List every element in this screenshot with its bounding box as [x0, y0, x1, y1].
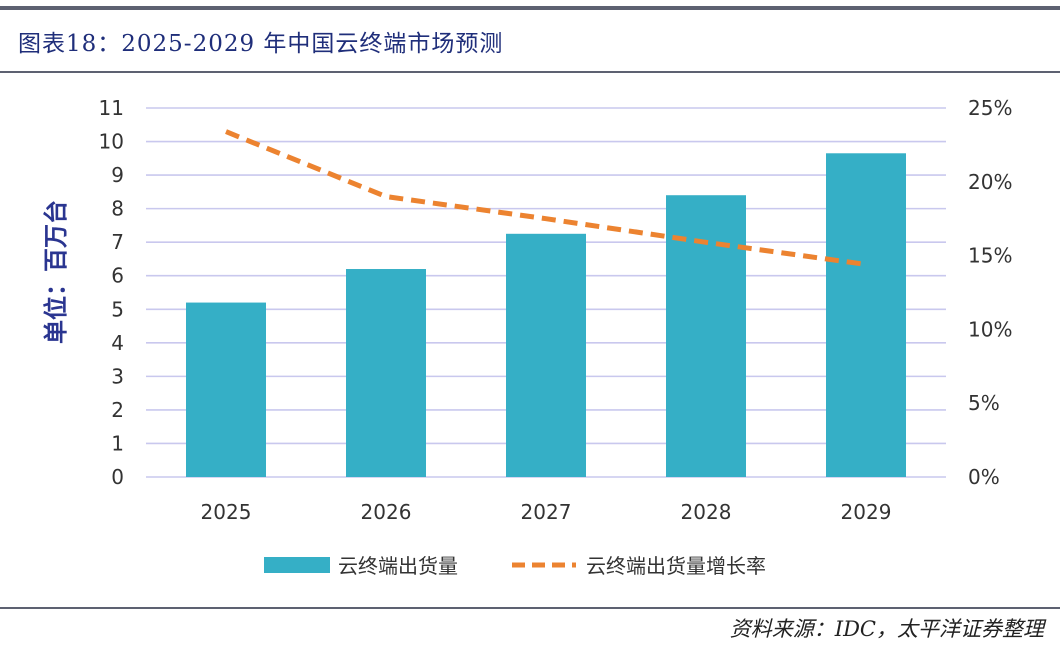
y2-tick-label: 0%: [968, 465, 1000, 489]
y-axis-label: 单位：百万台: [42, 200, 70, 344]
line-series: [225, 129, 867, 267]
source-note: 资料来源：IDC，太平洋证券整理: [729, 617, 1044, 641]
y-tick-label: 2: [111, 398, 124, 422]
top-rule: [0, 6, 1060, 10]
y-tick-label: 4: [111, 331, 124, 355]
y-tick-label: 0: [111, 465, 124, 489]
x-tick-label: 2027: [521, 500, 572, 524]
legend-line-label: 云终端出货量增长率: [586, 554, 766, 578]
chart: 0 1 2 3 4 5 6 7 8 9 10 11 0% 5% 10% 15% 20% 25% 2025 2026…: [42, 96, 1012, 578]
y2-tick-label: 20%: [968, 170, 1012, 194]
y2-tick-label: 5%: [968, 391, 1000, 415]
legend: 云终端出货量 云终端出货量增长率: [264, 554, 766, 578]
figure-title: 图表18：2025-2029 年中国云终端市场预测: [18, 31, 504, 57]
left-axis-ticks: 0 1 2 3 4 5 6 7 8 9 10 11: [99, 96, 124, 489]
y2-tick-label: 15%: [968, 244, 1012, 268]
x-tick-label: 2025: [201, 500, 252, 524]
bar-2025: [186, 302, 266, 477]
y-tick-label: 9: [111, 163, 124, 187]
x-tick-label: 2028: [681, 500, 732, 524]
right-axis-ticks: 0% 5% 10% 15% 20% 25%: [968, 96, 1012, 489]
title-rule: [0, 71, 1060, 73]
y2-tick-label: 10%: [968, 317, 1012, 341]
x-tick-label: 2026: [361, 500, 412, 524]
x-axis-ticks: 2025 2026 2027 2028 2029: [201, 500, 892, 524]
y-tick-label: 5: [111, 297, 124, 321]
y2-tick-label: 25%: [968, 96, 1012, 120]
y-tick-label: 8: [111, 197, 124, 221]
y-tick-label: 1: [111, 431, 124, 455]
bar-2029: [826, 153, 906, 477]
bar-2027: [506, 233, 586, 477]
bottom-rule: [0, 607, 1060, 609]
x-tick-label: 2029: [841, 500, 892, 524]
bar-2026: [346, 269, 426, 477]
y-tick-label: 3: [111, 364, 124, 388]
bar-series: [186, 153, 906, 477]
y-tick-label: 11: [99, 96, 124, 120]
legend-bar-swatch: [264, 557, 330, 573]
y-tick-label: 7: [111, 230, 124, 254]
legend-bar-label: 云终端出货量: [338, 554, 458, 578]
y-tick-label: 6: [111, 264, 124, 288]
y-tick-label: 10: [99, 130, 124, 154]
